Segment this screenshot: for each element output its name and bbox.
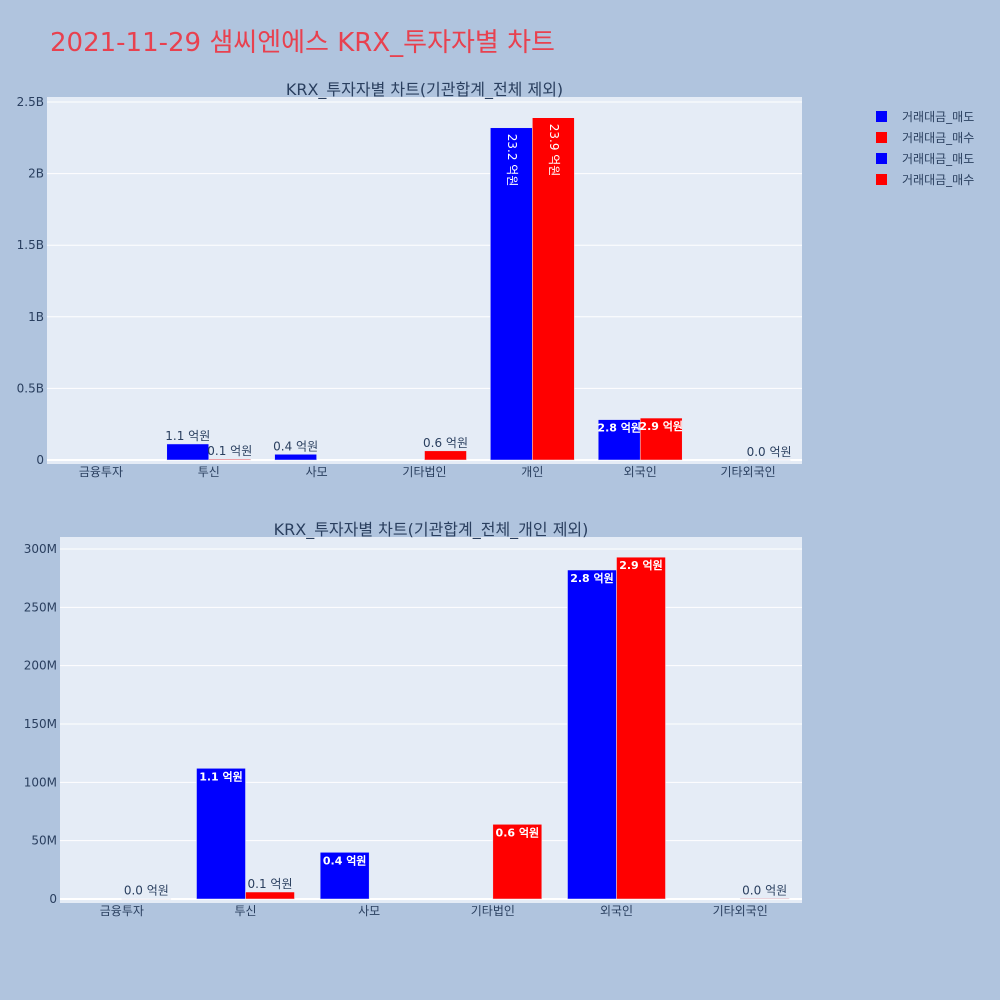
bar	[747, 459, 791, 461]
y-tick-label: 1B	[28, 310, 44, 324]
data-label: 0.1 억원	[207, 444, 252, 458]
x-tick-label: 투신	[198, 465, 220, 479]
y-tick-label: 0	[49, 892, 57, 906]
plot-area	[47, 97, 802, 464]
data-label: 1.1 억원	[165, 429, 210, 443]
legend[interactable]: 거래대금_매도 거래대금_매수 거래대금_매도 거래대금_매수	[876, 106, 974, 190]
data-label: 0.0 억원	[747, 445, 792, 459]
legend-label: 거래대금_매수	[902, 173, 975, 187]
y-tick-label: 200M	[24, 659, 57, 673]
bar	[532, 117, 575, 461]
data-label: 0.4 억원	[323, 853, 367, 867]
bar	[639, 417, 683, 461]
data-label: 0.0 억원	[124, 884, 169, 898]
data-label: 0.6 억원	[496, 825, 540, 839]
bar	[597, 419, 641, 461]
data-label: 23.2 억원	[505, 134, 519, 187]
y-tick-label: 0.5B	[17, 381, 44, 395]
data-label: 2.9 억원	[619, 558, 663, 572]
legend-swatch-icon	[876, 174, 887, 185]
bar	[567, 569, 617, 900]
legend-swatch-icon	[876, 111, 887, 122]
y-tick-label: 300M	[24, 542, 57, 556]
bar	[424, 450, 467, 461]
data-label: 2.8 억원	[597, 421, 641, 435]
x-tick-label: 외국인	[624, 465, 657, 479]
bar	[166, 443, 210, 461]
legend-item-sell-1[interactable]: 거래대금_매도	[876, 106, 974, 127]
x-tick-label: 기타법인	[402, 465, 446, 479]
chart-title: KRX_투자자별 차트(기관합계_전체 제외)	[286, 80, 563, 100]
y-tick-label: 100M	[24, 775, 57, 789]
data-label: 23.9 억원	[547, 124, 561, 177]
legend-swatch-icon	[876, 153, 887, 164]
chart-title: KRX_투자자별 차트(기관합계_전체_개인 제외)	[274, 520, 589, 540]
legend-label: 거래대금_매도	[902, 152, 975, 166]
y-tick-label: 250M	[24, 600, 57, 614]
x-tick-label: 금융투자	[100, 904, 144, 918]
x-tick-label: 개인	[521, 465, 543, 479]
x-tick-label: 사모	[306, 465, 328, 479]
data-label: 0.6 억원	[423, 436, 468, 450]
bar	[196, 768, 246, 900]
legend-item-buy-1[interactable]: 거래대금_매수	[876, 127, 974, 148]
legend-swatch-icon	[876, 132, 887, 143]
data-label: 2.9 억원	[639, 419, 683, 433]
bar	[274, 454, 317, 461]
data-label: 0.4 억원	[273, 439, 318, 453]
x-tick-label: 외국인	[600, 904, 633, 918]
y-tick-label: 2B	[28, 167, 44, 181]
x-tick-label: 투신	[234, 904, 256, 918]
legend-item-sell-2[interactable]: 거래대금_매도	[876, 148, 974, 169]
bar	[616, 556, 666, 900]
x-tick-label: 금융투자	[79, 465, 123, 479]
page-title: 2021-11-29 샘씨엔에스 KRX_투자자별 차트	[50, 28, 555, 58]
bar	[319, 852, 370, 900]
legend-item-buy-2[interactable]: 거래대금_매수	[876, 169, 974, 190]
bar	[121, 898, 172, 900]
legend-label: 거래대금_매수	[902, 131, 975, 145]
y-tick-label: 50M	[31, 834, 57, 848]
bar	[208, 458, 252, 461]
x-tick-label: 기타법인	[471, 904, 515, 918]
y-tick-label: 0	[36, 453, 44, 467]
data-label: 0.0 억원	[742, 883, 787, 897]
plot-area	[60, 537, 802, 903]
legend-label: 거래대금_매도	[902, 110, 975, 124]
x-tick-label: 기타외국인	[720, 465, 775, 479]
data-label: 2.8 억원	[570, 571, 614, 585]
y-tick-label: 2.5B	[17, 95, 44, 109]
data-label: 0.1 억원	[248, 877, 293, 891]
x-tick-label: 사모	[358, 904, 380, 918]
bar	[739, 898, 790, 900]
y-tick-label: 150M	[24, 717, 57, 731]
bar	[245, 891, 295, 900]
bar	[492, 824, 543, 900]
y-tick-label: 1.5B	[17, 238, 44, 252]
data-label: 1.1 억원	[199, 769, 243, 783]
x-tick-label: 기타외국인	[713, 904, 768, 918]
